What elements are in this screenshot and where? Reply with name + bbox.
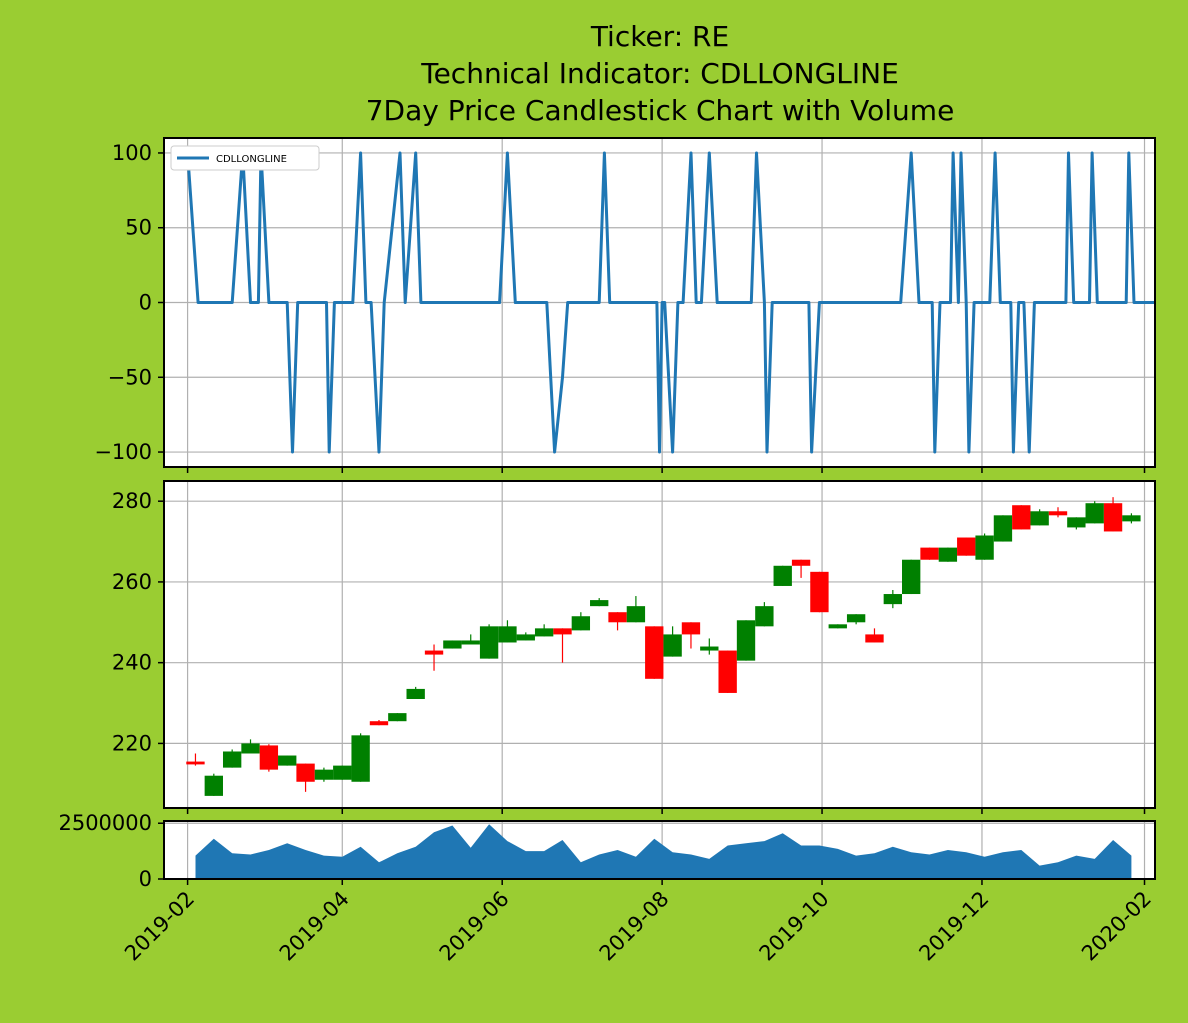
y-tick-label: −50: [108, 365, 152, 389]
y-tick-label: 220: [112, 731, 152, 755]
candle-body: [241, 743, 260, 754]
title-line-3: 7Day Price Candlestick Chart with Volume: [366, 94, 955, 127]
candle-body: [461, 640, 480, 645]
candle-body: [828, 624, 847, 629]
x-tick-label: 2019-10: [755, 887, 834, 966]
candle-body: [975, 535, 994, 560]
candle-body: [645, 626, 664, 679]
candle-body: [663, 634, 682, 657]
y-tick-label: 50: [125, 216, 152, 240]
candle-body: [681, 622, 701, 635]
title-line-2: Technical Indicator: CDLLONGLINE: [420, 57, 899, 90]
candle-body: [1048, 511, 1068, 516]
volume-panel: 0 2500000: [58, 811, 1156, 891]
x-tick-label: 2020-02: [1077, 887, 1156, 966]
candle-body: [993, 515, 1013, 542]
x-tick-label: 2019-06: [435, 887, 514, 966]
candle-body: [406, 688, 425, 699]
plot-frame: [163, 137, 1156, 468]
candle-body: [608, 612, 627, 623]
candle-body: [1085, 503, 1104, 524]
candle-body: [773, 565, 792, 586]
candle-body: [1030, 511, 1049, 526]
candle-body: [443, 640, 462, 649]
candle-body: [902, 559, 921, 595]
candle-body: [278, 755, 297, 766]
plot-frame: [163, 480, 1156, 809]
x-tick-label: 2019-12: [914, 887, 993, 966]
volume-area: [195, 824, 1132, 879]
y-tick-label: 280: [112, 489, 152, 513]
chart-title: Ticker: RE Technical Indicator: CDLLONGL…: [366, 20, 955, 127]
candle-body: [259, 745, 279, 770]
candle-body: [718, 650, 737, 693]
candle-body: [957, 537, 976, 556]
title-line-1: Ticker: RE: [590, 20, 729, 53]
candle-body: [810, 571, 829, 613]
y-tick-label: 0: [139, 291, 152, 315]
price-panel: 220 240 260 280: [112, 480, 1156, 814]
candle-body: [553, 628, 572, 635]
candle-body: [222, 751, 242, 768]
candles: [186, 497, 1141, 796]
candle-body: [204, 775, 223, 796]
legend-label: CDLLONGLINE: [216, 154, 287, 165]
y-tick-label: −100: [94, 440, 152, 464]
y-tick-label: 260: [112, 570, 152, 594]
candle-body: [479, 626, 499, 659]
x-tick-label: 2019-04: [275, 887, 354, 966]
candle-body: [333, 765, 352, 780]
candle-body: [314, 769, 334, 780]
candle-body: [1067, 517, 1086, 528]
candle-body: [938, 547, 958, 562]
candle-body: [1122, 515, 1141, 522]
legend: CDLLONGLINE: [170, 145, 320, 171]
y-tick-label: 100: [112, 141, 152, 165]
candle-body: [920, 547, 939, 560]
candle-body: [186, 761, 205, 765]
candle-body: [865, 634, 884, 643]
candle-body: [534, 628, 554, 637]
x-tick-label: 2019-02: [120, 887, 199, 966]
candle-body: [1103, 503, 1123, 532]
candle-body: [369, 721, 389, 726]
candle-body: [424, 650, 444, 655]
cdllongline-series-line: [186, 151, 1155, 454]
plot-frame: [163, 820, 1156, 880]
y-tick-label: 0: [139, 867, 152, 891]
candle-body: [846, 614, 866, 623]
y-tick-label: 240: [112, 651, 152, 675]
candle-body: [791, 559, 811, 566]
candle-body: [1012, 505, 1031, 530]
candle-body: [700, 646, 719, 651]
candle-body: [883, 594, 903, 605]
candle-body: [388, 713, 407, 722]
candle-body: [516, 634, 535, 641]
candle-body: [590, 600, 609, 607]
y-tick-label: 2500000: [58, 811, 152, 835]
candle-body: [498, 626, 517, 643]
candle-body: [736, 620, 756, 661]
candle-body: [296, 763, 315, 782]
indicator-panel: 100 50 0 −50 −100 CDLLONGLINE: [94, 137, 1156, 473]
x-axis: 2019-02 2019-04 2019-06 2019-08 2019-10 2019-…: [120, 887, 1156, 966]
candle-body: [351, 735, 370, 782]
candle-body: [755, 606, 774, 627]
x-tick-label: 2019-08: [595, 887, 674, 966]
candle-body: [626, 606, 646, 623]
candle-body: [571, 616, 591, 631]
